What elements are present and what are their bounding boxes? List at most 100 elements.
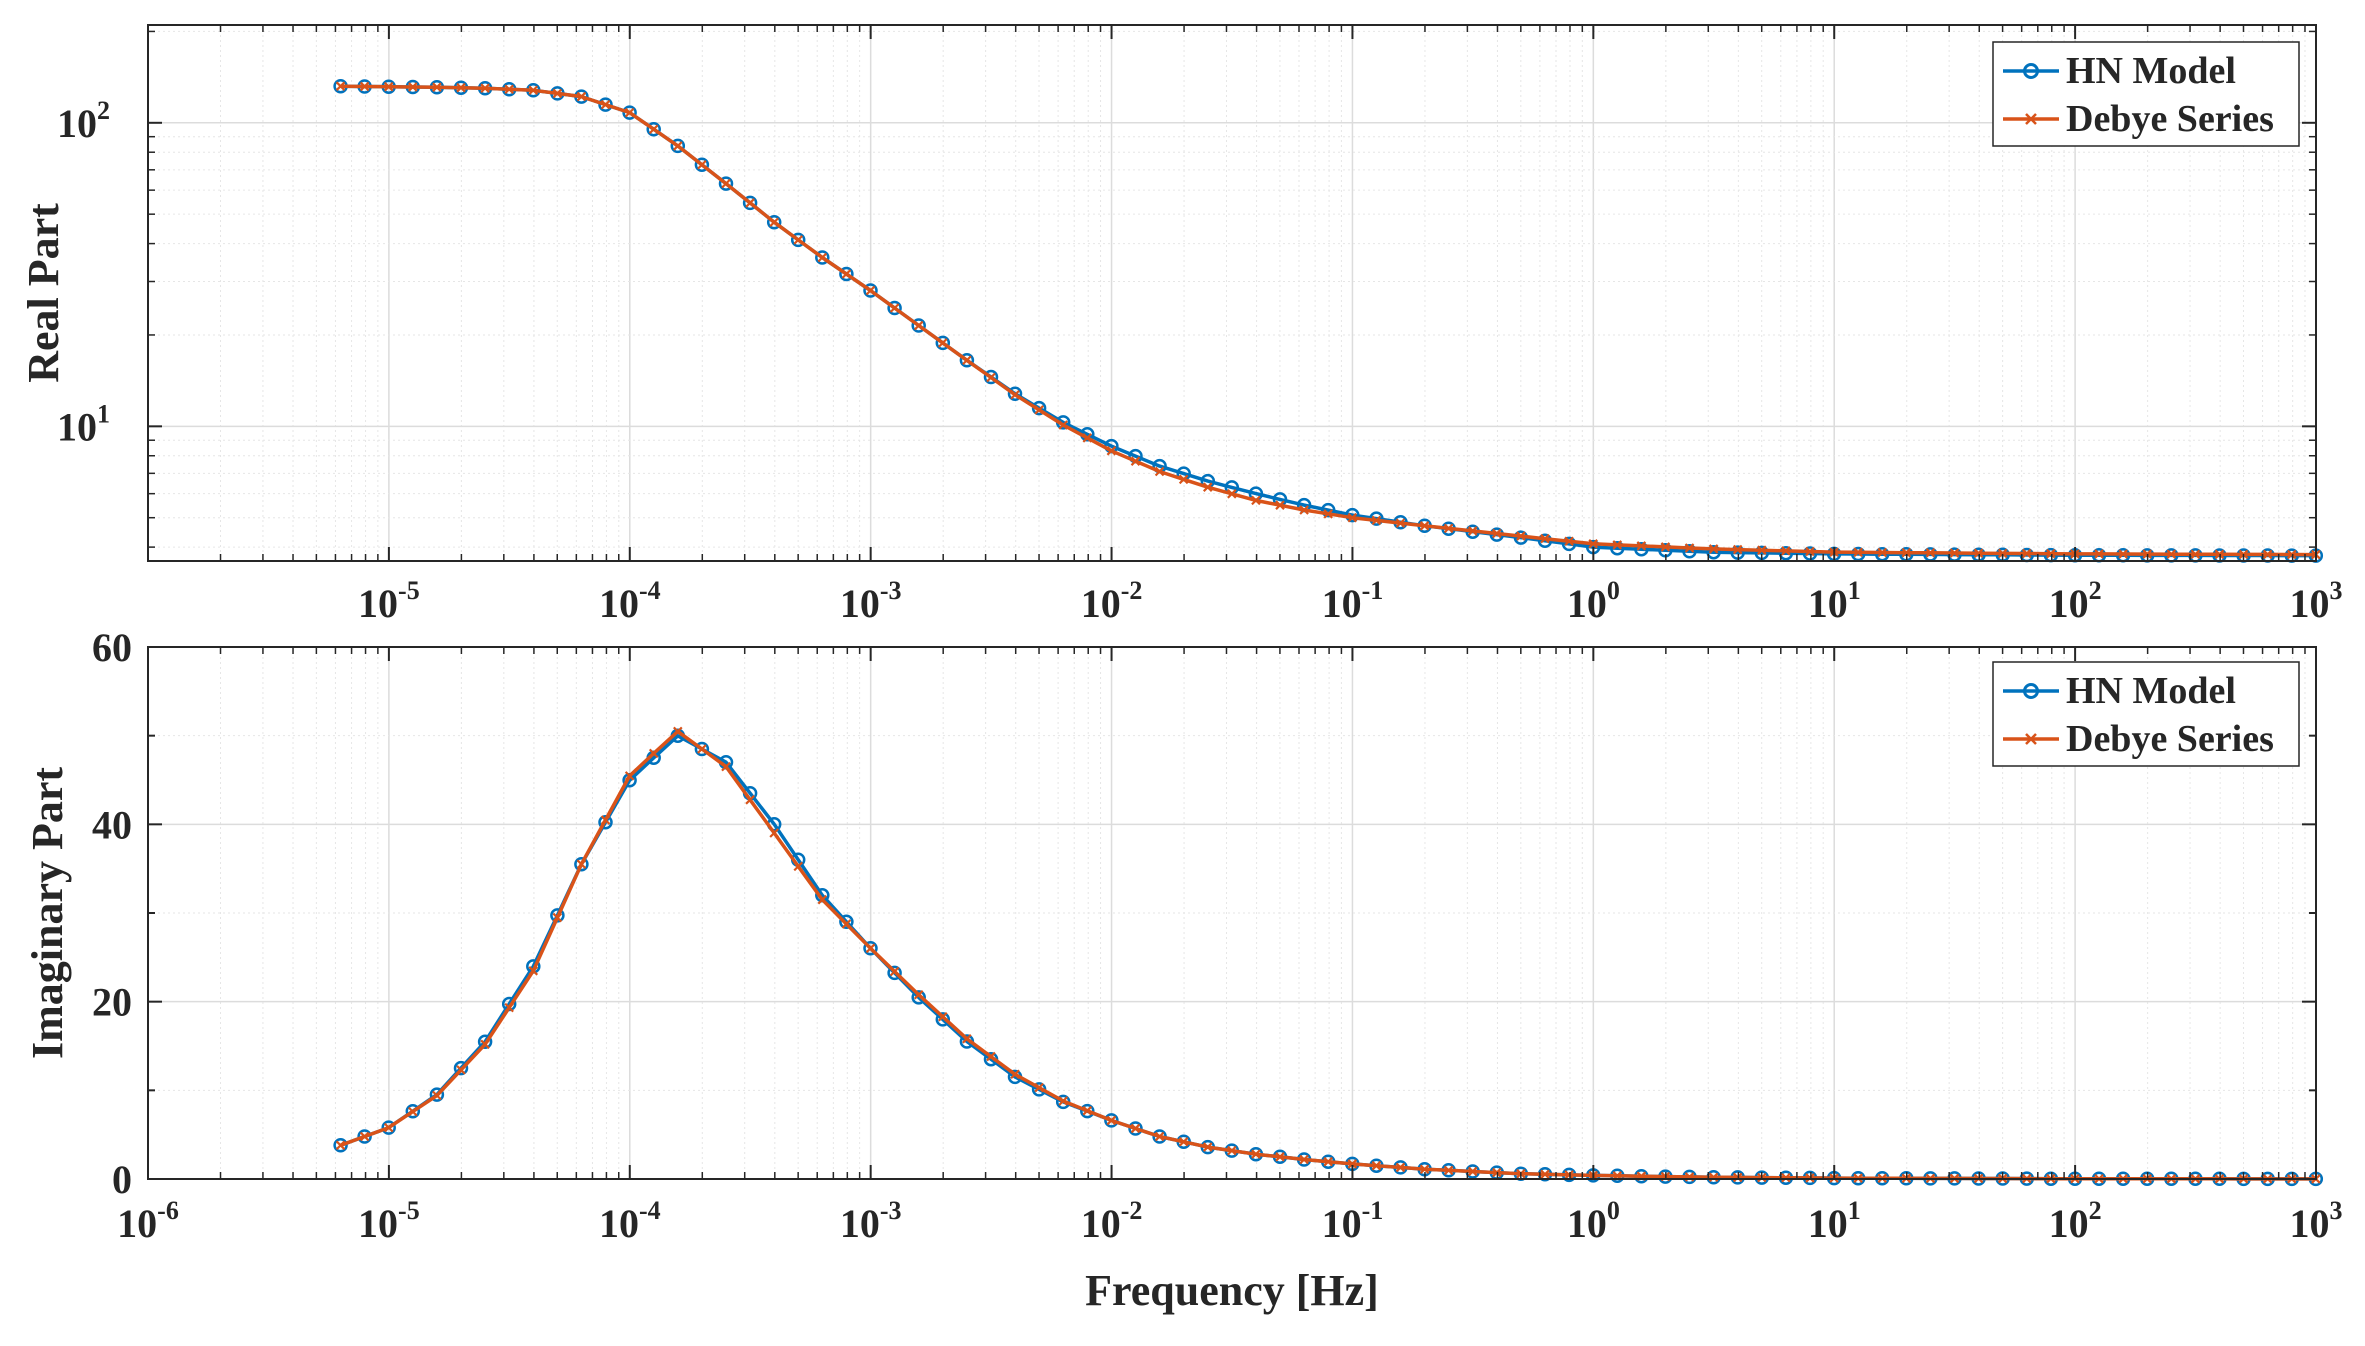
data-point [1130,456,1141,466]
real-part-grid [147,25,2317,561]
data-point [1588,539,1598,549]
legend-label-hn-model: HN Model [2066,670,2236,712]
data-point [1034,405,1044,415]
x-tick-label: 10-4 [599,1196,661,1246]
real-part-plot: 10-5 10-4 10-3 10-2 10-1 100 101 102 103 101 102 R… [19,24,2343,626]
data-point [1080,1103,1095,1119]
data-point [432,82,442,92]
data-point [646,121,661,137]
legend-label-debye-series: Debye Series [2066,718,2274,760]
data-point [1007,386,1023,401]
data-point [335,81,346,91]
data-point [456,1065,466,1075]
data-point [1467,1166,1478,1177]
x-tick-label: 10-3 [840,576,902,626]
data-point [913,320,924,331]
legend-label-debye-series: Debye Series [2066,98,2274,140]
x-tick-label: 10-5 [358,1196,420,1246]
data-point [1781,546,1791,556]
data-point [480,1039,490,1050]
data-point [1106,1115,1117,1126]
data-point [841,269,852,279]
data-point [1612,540,1623,550]
real-part-y-axis-label: Real Part [19,203,68,383]
data-point [624,771,635,781]
data-point [1684,543,1695,553]
data-point [817,252,828,263]
data-point [405,1103,421,1119]
data-point [1058,420,1068,430]
x-axis-label: Frequency [Hz] [1085,1266,1379,1315]
data-point [1540,533,1550,544]
series-debye-series [335,81,2321,560]
data-point [718,176,734,191]
data-point [1202,482,1213,492]
data-point [357,1129,372,1144]
x-tick-label: 103 [2290,576,2343,626]
data-point [408,82,418,92]
imaginary-part-ticks: 10-6 10-5 10-4 10-3 10-2 10-1 100 101 102 103 0 20 4… [92,625,2343,1246]
x-tick-label: 10-1 [1322,1196,1384,1246]
data-point [2094,549,2104,559]
x-tick-label: 101 [1808,1196,1861,1246]
y-tick-label: 101 [57,399,110,449]
data-point [1682,544,1697,559]
data-point [1082,1105,1093,1116]
data-point [1443,523,1454,534]
data-point [1467,526,1478,536]
data-point [1561,536,1577,552]
data-point [1901,547,1912,558]
legend-box [1992,41,2300,147]
data-point [1949,548,1960,558]
data-point [504,84,514,95]
data-point [1128,1121,1143,1136]
data-point [1732,544,1743,555]
data-point [1660,542,1671,552]
legend-entry-hn-model: HN Model [2003,670,2236,712]
data-point [935,335,951,351]
data-point [697,160,707,170]
data-point [694,741,710,757]
data-point [865,943,876,954]
data-point [598,97,613,112]
data-point [694,157,710,173]
data-point [1805,546,1815,557]
data-point [1516,531,1526,541]
data-point [1202,1142,1213,1152]
data-point [839,266,854,282]
data-point [769,828,779,838]
x-tick-label: 10-5 [358,576,420,626]
data-point [887,965,902,981]
data-point [453,1060,469,1076]
data-point [1706,544,1721,560]
data-point [1610,540,1625,556]
data-point [1540,1169,1550,1180]
data-point [1320,502,1336,518]
x-tick-label: 10-6 [117,1196,179,1246]
data-point [335,1140,346,1151]
real-part-series [333,78,2324,563]
data-point [1853,547,1863,558]
data-point [2046,548,2056,559]
data-point [962,355,972,366]
data-point [673,726,683,737]
x-tick-label: 100 [1567,576,1620,626]
data-point [1106,446,1117,456]
data-point [697,744,707,754]
data-point [1034,1082,1044,1093]
data-point [1395,518,1406,528]
data-point [937,338,948,348]
data-point [576,91,587,102]
data-point [817,894,828,905]
data-point [1636,541,1647,551]
data-point [935,1012,951,1027]
data-point [648,124,659,135]
data-point [911,318,926,333]
data-point [1251,1149,1261,1159]
real-part-legend: HN Model Debye Series [1992,41,2300,147]
data-point [432,1090,442,1101]
data-point [962,1034,972,1044]
y-tick-label: 102 [57,96,110,146]
data-point [670,138,686,154]
